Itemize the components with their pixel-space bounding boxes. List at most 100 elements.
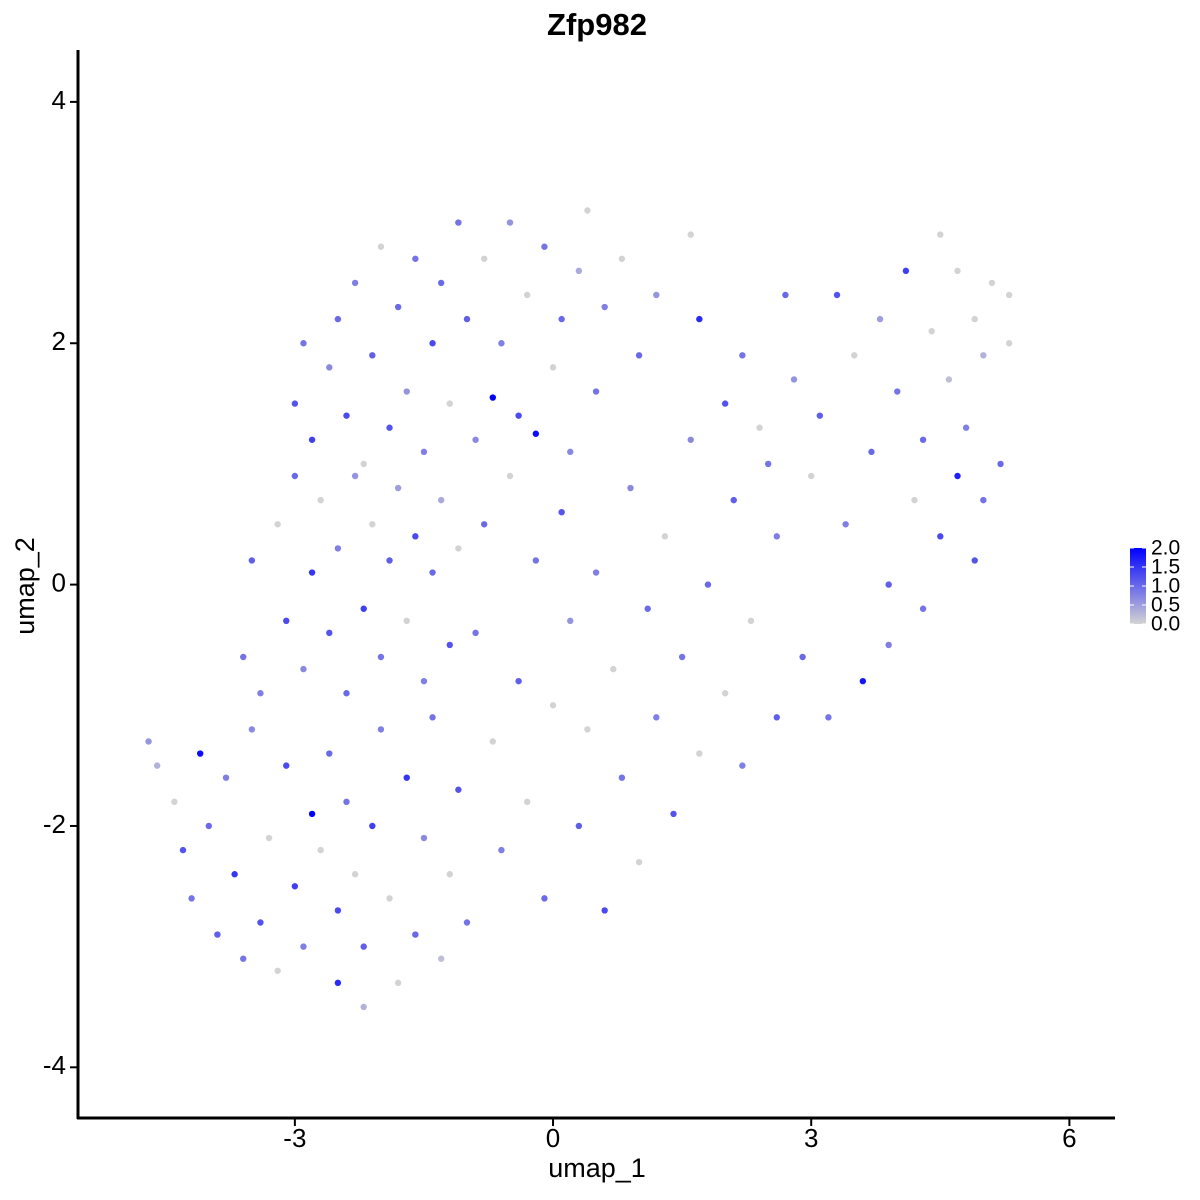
cell-point: [661, 533, 669, 540]
cell-point: [265, 834, 273, 842]
cell-point: [532, 430, 540, 437]
cell-point: [489, 738, 496, 745]
cell-point: [678, 653, 686, 661]
cell-point: [704, 581, 712, 588]
cell-point: [369, 822, 376, 830]
cell-point: [429, 569, 436, 576]
cell-point: [721, 690, 729, 697]
cell-point: [308, 569, 316, 576]
cell-point: [799, 653, 806, 661]
cell-point: [240, 955, 247, 962]
cell-point: [343, 798, 350, 806]
cell-point: [446, 871, 453, 878]
cell-point: [257, 919, 264, 926]
x-axis-title: umap_1: [548, 1153, 646, 1183]
cell-point: [601, 303, 608, 311]
cell-point: [980, 496, 987, 504]
cell-point: [808, 472, 815, 480]
cell-point: [506, 472, 514, 480]
cell-point: [584, 726, 591, 733]
cell-point: [377, 243, 385, 250]
cell-point: [291, 883, 299, 890]
cell-point: [463, 919, 471, 926]
cell-point: [412, 533, 419, 540]
cell-point: [489, 394, 496, 401]
cell-point: [825, 714, 832, 721]
cell-point: [257, 690, 264, 697]
cell-point: [988, 279, 996, 287]
cell-point: [653, 291, 660, 299]
cell-point: [377, 726, 385, 733]
cell-point: [412, 931, 419, 938]
cell-point: [790, 376, 798, 383]
colorbar-label: 1.5: [1151, 556, 1180, 579]
cell-point: [833, 291, 841, 299]
cell-point: [876, 315, 884, 323]
cell-point: [549, 364, 557, 371]
cell-point: [248, 557, 256, 564]
cell-point: [945, 376, 953, 383]
cell-point: [153, 762, 161, 769]
cell-point: [567, 617, 574, 625]
cell-point: [455, 219, 462, 226]
cell-point: [179, 846, 187, 854]
cell-point: [283, 617, 290, 625]
cell-point: [592, 569, 600, 576]
cell-point: [429, 340, 436, 347]
cell-point: [584, 207, 591, 214]
cell-point: [618, 774, 626, 781]
cell-point: [386, 424, 393, 431]
cell-point: [145, 738, 152, 745]
y-tick-label: 0: [52, 567, 66, 597]
cell-point: [394, 484, 402, 492]
cell-point: [386, 557, 393, 564]
cell-point: [721, 400, 729, 407]
cell-point: [696, 750, 703, 757]
cell-point: [420, 834, 428, 842]
cell-point: [567, 448, 574, 456]
cell-point: [782, 291, 789, 299]
cell-point: [506, 219, 514, 226]
cell-point: [334, 907, 342, 914]
cell-point: [171, 798, 178, 806]
cell-point: [420, 448, 428, 456]
cell-point: [429, 714, 436, 721]
cell-point: [446, 400, 453, 407]
cell-point: [360, 460, 367, 468]
cell-point: [1005, 291, 1013, 299]
colorbar-label: 2.0: [1151, 537, 1180, 560]
cell-point: [326, 629, 333, 637]
cell-point: [394, 303, 402, 311]
cell-point: [334, 545, 342, 552]
cell-point: [360, 605, 367, 612]
cell-point: [919, 436, 927, 443]
cell-point: [842, 521, 849, 528]
cell-point: [455, 545, 462, 552]
cell-point: [618, 255, 626, 262]
cell-point: [248, 726, 256, 733]
cell-point: [472, 629, 479, 637]
cell-point: [394, 979, 402, 987]
cell-point: [592, 388, 600, 395]
cell-point: [480, 255, 488, 262]
cell-point: [351, 279, 359, 287]
cell-point: [480, 521, 488, 528]
cell-point: [962, 424, 970, 431]
cell-point: [403, 617, 410, 625]
cell-point: [300, 665, 307, 673]
cell-point: [455, 786, 462, 793]
cell-point: [894, 388, 901, 395]
cell-point: [334, 315, 342, 323]
cell-point: [549, 702, 557, 709]
cell-point: [997, 460, 1004, 468]
cell-point: [954, 267, 961, 275]
cell-point: [730, 496, 737, 504]
cell-point: [971, 315, 978, 323]
cell-point: [291, 400, 299, 407]
cell-point: [403, 388, 410, 395]
cell-point: [308, 436, 316, 443]
cell-point: [541, 243, 548, 250]
cell-point: [214, 931, 221, 938]
cell-point: [463, 315, 471, 323]
cell-point: [351, 871, 359, 878]
